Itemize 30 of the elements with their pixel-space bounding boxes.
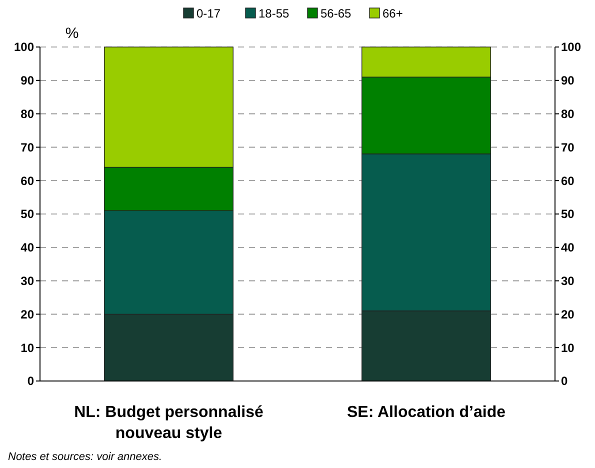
y2-tick-label: 100 bbox=[561, 40, 582, 54]
y2-tick-label: 30 bbox=[561, 274, 575, 288]
y-tick-label: 40 bbox=[20, 240, 34, 255]
y-tick-label: 100 bbox=[14, 40, 34, 54]
y2-tick-label: 90 bbox=[561, 74, 575, 88]
y-axis-title: % bbox=[65, 25, 79, 42]
y-tick-label: 90 bbox=[20, 74, 34, 88]
y-tick-label: 70 bbox=[20, 140, 34, 154]
legend-label: 18-55 bbox=[258, 6, 290, 20]
y-tick-label: 0 bbox=[27, 374, 34, 388]
y-tick-label: 50 bbox=[20, 207, 34, 222]
x-tick-label: SE: Allocation d’aide bbox=[346, 404, 506, 421]
y-tick-label: 10 bbox=[20, 340, 34, 355]
legend-label: 56-65 bbox=[320, 6, 352, 20]
y2-tick-label: 70 bbox=[561, 140, 575, 154]
y-tick-label: 60 bbox=[20, 174, 34, 188]
y2-tick-label: 50 bbox=[561, 207, 575, 222]
y2-tick-label: 40 bbox=[561, 240, 575, 255]
y2-tick-label: 20 bbox=[561, 307, 575, 322]
y-tick-label: 80 bbox=[20, 107, 34, 121]
y2-tick-label: 80 bbox=[561, 107, 575, 121]
legend-label: 66+ bbox=[382, 6, 403, 20]
legend-label: 0-17 bbox=[196, 6, 221, 20]
y-tick-label: 30 bbox=[20, 274, 34, 288]
text: Notes et sources: voir annexes. bbox=[8, 451, 162, 463]
y-tick-label: 20 bbox=[20, 307, 34, 322]
y2-tick-label: 10 bbox=[561, 340, 575, 355]
y2-tick-label: 60 bbox=[561, 174, 575, 188]
x-tick-label: NL: Budget personnalisé nouveau style bbox=[74, 404, 264, 442]
y2-tick-label: 0 bbox=[561, 374, 568, 388]
